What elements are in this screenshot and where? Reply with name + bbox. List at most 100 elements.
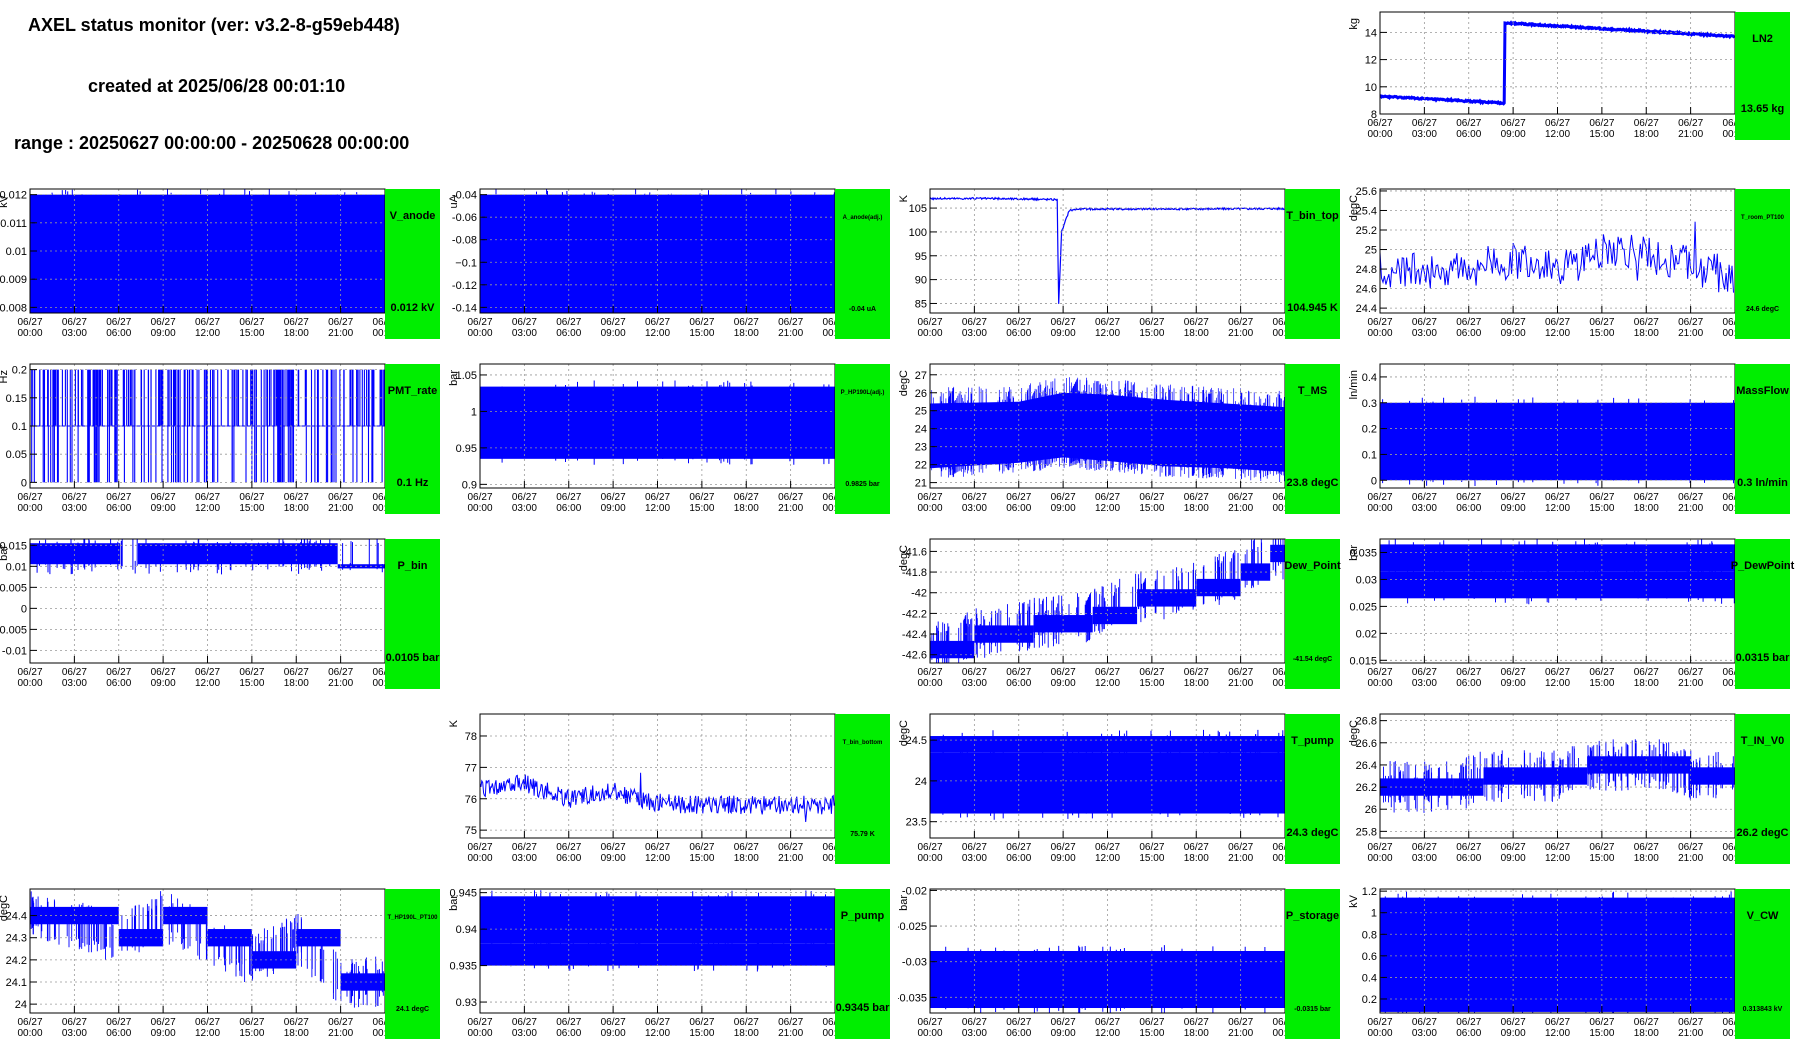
- x-tick-label: 06:00: [1456, 129, 1481, 140]
- y-tick-label: 90: [915, 275, 927, 287]
- data-series-spikes: [1388, 539, 1713, 578]
- y-axis-label: kV: [1348, 894, 1360, 908]
- x-tick-label: 06:00: [1006, 503, 1031, 514]
- x-tick-label: 06/27: [467, 1017, 492, 1028]
- x-tick-label: 06/27: [601, 842, 626, 853]
- x-tick-label: 06/27: [1678, 317, 1703, 328]
- x-tick-label: 06/27: [962, 842, 987, 853]
- x-tick-label: 12:00: [1095, 503, 1120, 514]
- badge-value: 23.8 degC: [1287, 477, 1339, 489]
- data-layer: [930, 377, 1285, 482]
- panel-t-bin-bottom: 7576777806/2700:0006/2703:0006/2706:0006…: [448, 713, 890, 864]
- panel-v-cw: 0.20.40.60.811.206/2700:0006/2703:0006/2…: [1348, 886, 1790, 1039]
- y-tick-label: 85: [915, 298, 927, 310]
- badge-value: -41.54 degC: [1293, 656, 1332, 663]
- x-tick-label: 15:00: [239, 678, 264, 689]
- y-tick-label: 8: [1371, 109, 1377, 121]
- x-tick-label: 06/27: [512, 842, 537, 853]
- x-tick-label: 09:00: [1501, 853, 1526, 864]
- x-tick-label: 06/27: [1501, 492, 1526, 503]
- x-tick-label: 06/27: [512, 1017, 537, 1028]
- x-tick-label: 18:00: [734, 503, 759, 514]
- x-tick-label: 12:00: [195, 328, 220, 339]
- x-tick-label: 06/27: [1367, 118, 1392, 129]
- x-tick-label: 21:00: [778, 503, 803, 514]
- x-tick-label: 06:00: [1456, 503, 1481, 514]
- x-tick-label: 09:00: [601, 1028, 626, 1039]
- x-tick-label: 06/27: [734, 842, 759, 853]
- x-tick-label: 06/27: [962, 317, 987, 328]
- x-tick-label: 06/27: [1501, 1017, 1526, 1028]
- x-tick-label: 06/27: [689, 317, 714, 328]
- y-axis-label: bar: [0, 545, 10, 561]
- data-series-spikes: [1382, 396, 1734, 486]
- badge-value: 0.0315 bar: [1736, 652, 1791, 664]
- x-tick-label: 12:00: [195, 503, 220, 514]
- data-series-band: [30, 543, 121, 565]
- panel-pmt-rate: 00.050.10.150.206/2700:0006/2703:0006/27…: [0, 363, 440, 514]
- x-tick-label: 09:00: [1501, 129, 1526, 140]
- data-series-spikes: [30, 891, 384, 1008]
- x-tick-label: 03:00: [62, 678, 87, 689]
- x-tick-label: 15:00: [1139, 678, 1164, 689]
- y-tick-label: 25.8: [1356, 826, 1377, 838]
- status-badge: [1735, 189, 1790, 339]
- x-tick-label: 06/27: [1139, 492, 1164, 503]
- x-tick-label: 12:00: [645, 503, 670, 514]
- x-tick-label: 12:00: [645, 328, 670, 339]
- x-tick-label: 15:00: [1589, 328, 1614, 339]
- y-tick-label: 10: [1365, 82, 1377, 94]
- x-tick-label: 06/27: [1456, 317, 1481, 328]
- x-tick-label: 21:00: [778, 853, 803, 864]
- y-tick-label: 0.008: [0, 302, 27, 314]
- x-tick-label: 06/27: [62, 1017, 87, 1028]
- x-tick-label: 21:00: [778, 328, 803, 339]
- x-tick-label: 12:00: [195, 1028, 220, 1039]
- x-tick-label: 06/27: [917, 1017, 942, 1028]
- y-tick-label: 0.01: [6, 246, 27, 258]
- x-tick-label: 09:00: [601, 328, 626, 339]
- x-tick-label: 06/27: [1184, 317, 1209, 328]
- y-axis-label: degC: [1348, 720, 1360, 746]
- x-tick-label: 03:00: [62, 1028, 87, 1039]
- y-tick-label: 0.4: [1362, 372, 1377, 384]
- y-tick-label: 25: [915, 406, 927, 418]
- badge-name: T_MS: [1298, 385, 1327, 397]
- x-tick-label: 06/27: [195, 317, 220, 328]
- data-series-line: [1380, 20, 1735, 106]
- x-tick-label: 03:00: [962, 503, 987, 514]
- x-tick-label: 09:00: [1501, 678, 1526, 689]
- x-tick-label: 06:00: [106, 678, 131, 689]
- x-tick-label: 06/27: [1678, 492, 1703, 503]
- x-tick-label: 06/27: [1412, 667, 1437, 678]
- x-tick-label: 15:00: [1139, 1028, 1164, 1039]
- x-tick-label: 21:00: [1678, 503, 1703, 514]
- x-tick-label: 06/27: [284, 1017, 309, 1028]
- x-tick-label: 06/27: [689, 1017, 714, 1028]
- x-tick-label: 15:00: [1589, 503, 1614, 514]
- y-axis-label: K: [448, 719, 460, 727]
- x-tick-label: 18:00: [1184, 503, 1209, 514]
- x-tick-label: 15:00: [1139, 853, 1164, 864]
- badge-name: V_anode: [390, 210, 436, 222]
- data-series-envelope: [930, 392, 1285, 472]
- x-tick-label: 06/27: [1501, 317, 1526, 328]
- x-tick-label: 06/27: [17, 492, 42, 503]
- x-tick-label: 06/27: [645, 317, 670, 328]
- x-tick-label: 12:00: [195, 678, 220, 689]
- x-tick-label: 15:00: [239, 328, 264, 339]
- x-tick-label: 21:00: [778, 1028, 803, 1039]
- x-tick-label: 06/27: [512, 492, 537, 503]
- x-tick-label: 06:00: [1456, 328, 1481, 339]
- y-tick-label: 0.03: [1356, 574, 1377, 586]
- x-tick-label: 06/27: [1456, 842, 1481, 853]
- badge-name: PMT_rate: [388, 385, 438, 397]
- plot-area: -0.01-0.00500.0050.010.01506/2700:0006/2…: [0, 538, 440, 689]
- x-tick-label: 15:00: [239, 503, 264, 514]
- data-series-band: [1380, 544, 1735, 572]
- badge-name: T_IN_V0: [1741, 735, 1784, 747]
- y-tick-label: 77: [465, 762, 477, 774]
- page-title: AXEL status monitor (ver: v3.2-8-g59eb44…: [28, 15, 400, 35]
- badge-value: 104.945 K: [1287, 302, 1338, 314]
- panel-ln2: 810121406/2700:0006/2703:0006/2706:0006/…: [1348, 11, 1790, 140]
